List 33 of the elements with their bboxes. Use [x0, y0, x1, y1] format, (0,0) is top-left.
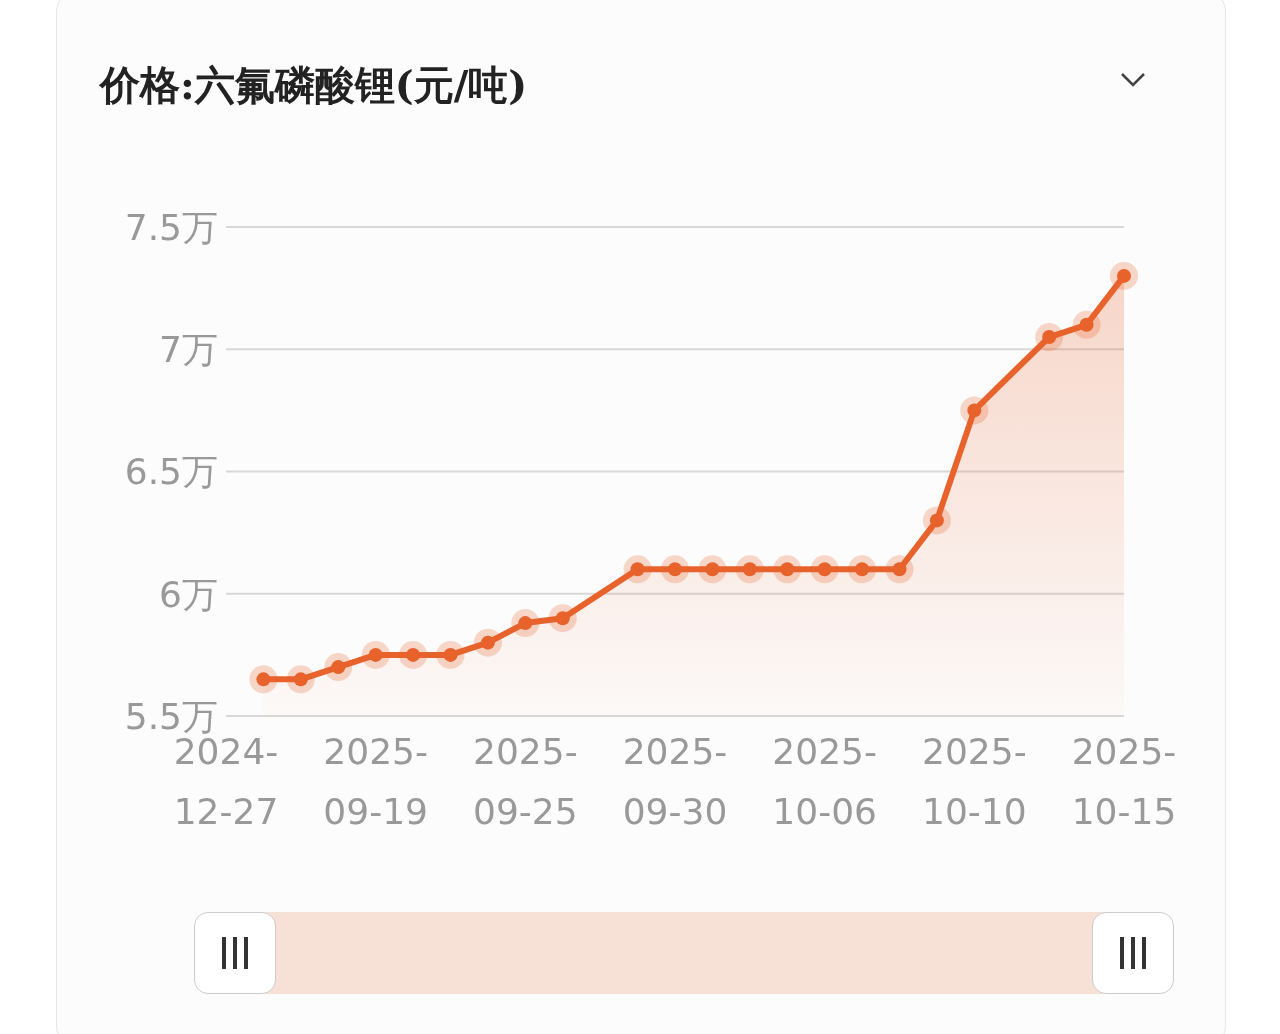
point [698, 555, 727, 584]
point [922, 506, 951, 535]
point [324, 653, 353, 682]
y-tick-label: 7万 [159, 329, 218, 371]
x-tick-label: 2025-10-06 [772, 731, 877, 832]
point [885, 555, 914, 584]
point [773, 555, 802, 584]
x-tick-label: 2025-09-30 [622, 731, 728, 832]
point [548, 604, 577, 633]
x-tick-label: 2025-10-15 [1071, 731, 1177, 832]
y-tick-label: 6.5万 [124, 451, 218, 493]
point [286, 665, 315, 694]
point [436, 640, 465, 669]
point [399, 640, 428, 669]
point [361, 640, 390, 669]
point [623, 555, 652, 584]
x-tick-label: 2025-10-10 [922, 731, 1027, 832]
point [735, 555, 764, 584]
point [1035, 323, 1064, 352]
point [1110, 261, 1138, 290]
chart-title: 价格:六氟磷酸锂(元/吨) [100, 60, 528, 110]
point [249, 665, 278, 694]
point [848, 555, 877, 584]
point [1072, 310, 1101, 339]
x-tick-label: 2025-09-19 [323, 731, 428, 832]
point [810, 555, 839, 584]
point [511, 609, 540, 638]
y-tick-label: 6万 [159, 573, 218, 615]
point [960, 396, 989, 425]
point [661, 555, 689, 584]
x-tick-label: 2025-09-25 [473, 731, 578, 832]
point [473, 628, 502, 657]
y-tick-label: 7.5万 [124, 206, 218, 248]
